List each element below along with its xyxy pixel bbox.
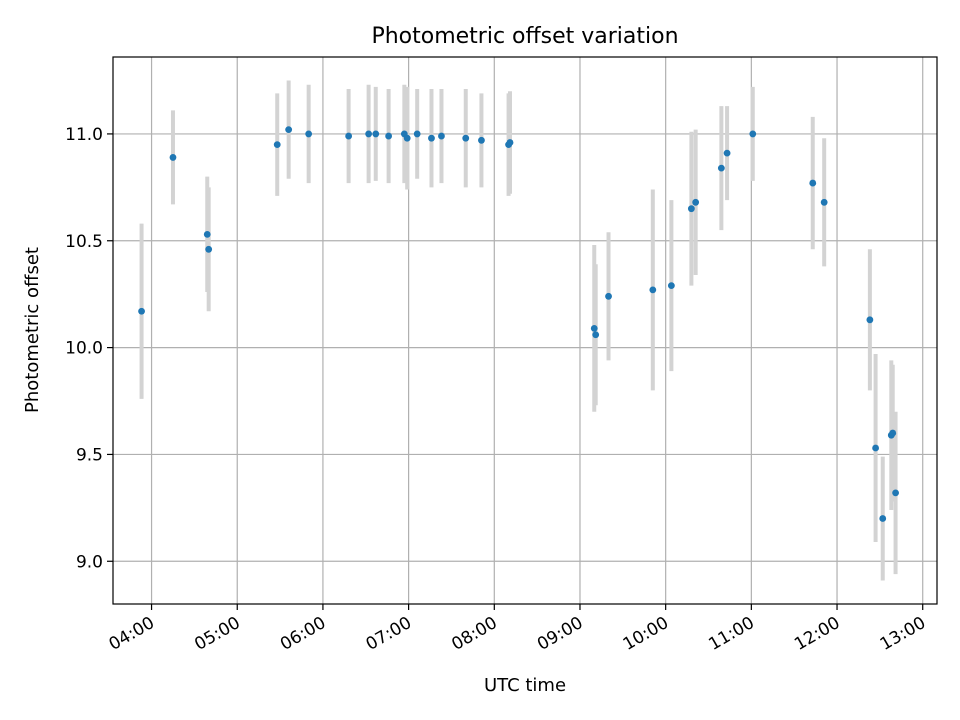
data-point <box>462 134 470 142</box>
data-point <box>203 230 211 238</box>
data-point <box>372 130 380 138</box>
data-point <box>717 164 725 172</box>
data-point <box>866 316 874 324</box>
data-point <box>205 245 213 253</box>
data-point <box>879 515 887 522</box>
data-point <box>872 444 879 452</box>
data-point <box>889 429 897 437</box>
data-point <box>403 134 411 142</box>
y-axis-label: Photometric offset <box>22 247 43 413</box>
data-point <box>506 139 514 146</box>
data-point <box>413 130 421 138</box>
y-tick-label: 10.0 <box>65 339 103 359</box>
data-point <box>820 198 828 206</box>
data-point <box>892 489 899 497</box>
y-tick-label: 11.0 <box>65 125 103 145</box>
data-point <box>723 149 731 157</box>
data-point <box>590 324 598 332</box>
plot-frame <box>112 56 938 605</box>
chart-title: Photometric offset variation <box>371 24 678 49</box>
y-tick-label: 10.5 <box>65 232 103 252</box>
data-point <box>667 282 675 290</box>
y-axis-ticks: 9.0 9.5 10.0 10.5 11.0 <box>65 125 113 572</box>
data-point <box>138 307 145 315</box>
data-point <box>438 132 445 140</box>
x-axis-label: UTC time <box>484 675 566 696</box>
data-points <box>138 126 899 522</box>
data-point <box>687 205 695 213</box>
data-point <box>605 292 612 300</box>
data-point <box>169 154 177 161</box>
data-point <box>809 179 817 187</box>
data-point <box>365 130 373 138</box>
data-point <box>285 126 293 134</box>
data-point <box>305 130 313 138</box>
data-point <box>273 141 281 149</box>
data-point <box>478 136 485 144</box>
data-point <box>428 134 435 142</box>
data-point <box>692 198 700 206</box>
data-point <box>749 130 757 138</box>
y-tick-label: 9.5 <box>76 445 103 465</box>
data-point <box>385 132 393 140</box>
y-tick-label: 9.0 <box>76 552 103 572</box>
data-point <box>592 331 600 339</box>
data-point <box>649 286 657 294</box>
data-point <box>345 132 353 140</box>
